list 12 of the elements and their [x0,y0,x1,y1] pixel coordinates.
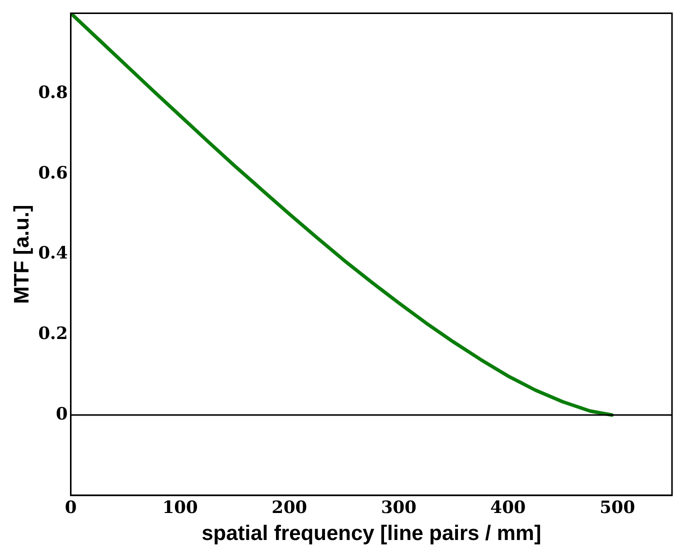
y-tick-label: 0.4 [38,244,68,264]
y-tick-label: 0.2 [38,324,68,344]
x-tick-label: 300 [380,498,417,518]
y-tick-label: 0.8 [38,82,68,103]
x-axis-title: spatial frequency [line pairs / mm] [202,522,542,546]
x-tick-label: 100 [162,498,198,518]
x-tick-label: 400 [490,498,526,518]
y-axis-title: MTF [a.u.] [10,204,34,304]
y-tick-label: 0.6 [38,163,68,184]
y-tick-label: 0 [56,404,68,424]
x-tick-label: 500 [600,498,636,518]
x-tick-label: 200 [272,498,308,518]
